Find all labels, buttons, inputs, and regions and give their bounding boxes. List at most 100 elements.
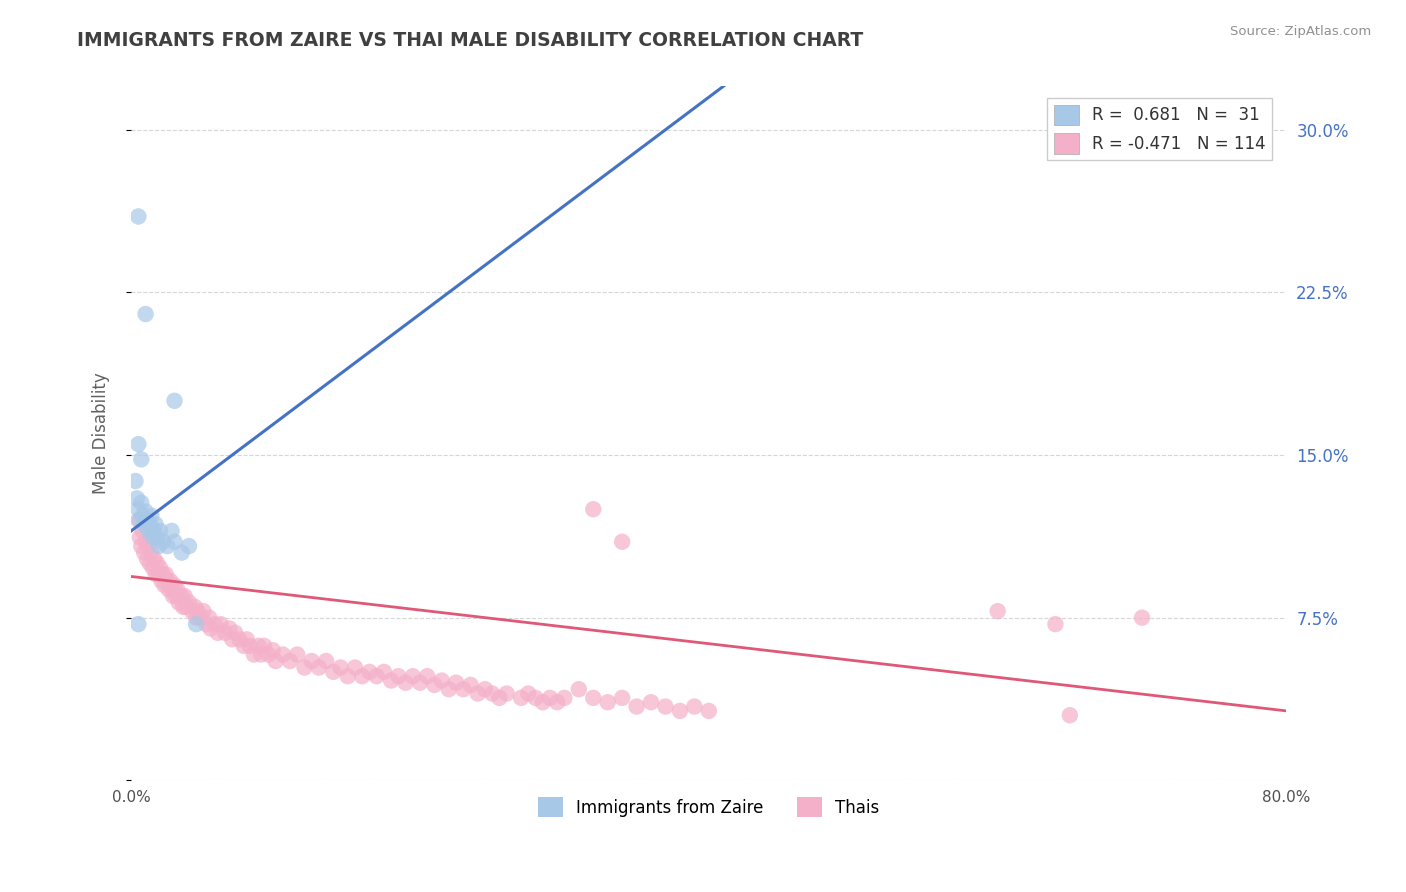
Point xyxy=(697,704,720,718)
Point xyxy=(294,660,316,674)
Point xyxy=(315,654,337,668)
Point xyxy=(474,682,496,697)
Point xyxy=(626,699,648,714)
Point xyxy=(153,578,176,592)
Point xyxy=(165,589,187,603)
Point xyxy=(510,690,533,705)
Point xyxy=(301,654,323,668)
Point xyxy=(402,669,425,683)
Point xyxy=(322,665,344,679)
Point xyxy=(257,648,280,662)
Point xyxy=(136,513,159,527)
Point xyxy=(180,604,202,618)
Point xyxy=(135,534,157,549)
Point xyxy=(352,669,374,683)
Point xyxy=(136,552,159,566)
Point xyxy=(155,567,177,582)
Point xyxy=(262,643,284,657)
Point xyxy=(204,617,226,632)
Point xyxy=(162,589,184,603)
Point xyxy=(416,669,439,683)
Point xyxy=(145,517,167,532)
Point xyxy=(394,675,416,690)
Point xyxy=(148,539,170,553)
Point xyxy=(214,625,236,640)
Legend: Immigrants from Zaire, Thais: Immigrants from Zaire, Thais xyxy=(531,790,886,824)
Point xyxy=(156,539,179,553)
Point xyxy=(129,496,152,510)
Point xyxy=(183,599,205,614)
Point xyxy=(167,595,190,609)
Point xyxy=(124,474,146,488)
Point xyxy=(409,675,432,690)
Point xyxy=(149,561,172,575)
Point xyxy=(612,690,634,705)
Point xyxy=(160,582,183,597)
Point xyxy=(186,617,208,632)
Point xyxy=(170,589,193,603)
Point xyxy=(129,539,152,553)
Point xyxy=(172,599,194,614)
Point xyxy=(343,660,366,674)
Point xyxy=(174,599,197,614)
Point xyxy=(538,690,561,705)
Point xyxy=(336,669,359,683)
Point xyxy=(209,617,232,632)
Point xyxy=(582,690,605,705)
Point xyxy=(1059,708,1081,723)
Point xyxy=(517,687,540,701)
Point xyxy=(146,557,169,571)
Point xyxy=(173,589,195,603)
Point xyxy=(524,690,547,705)
Point xyxy=(138,524,160,538)
Point xyxy=(156,574,179,588)
Point xyxy=(170,546,193,560)
Point xyxy=(430,673,453,688)
Point xyxy=(453,682,475,697)
Point xyxy=(166,582,188,597)
Point xyxy=(596,695,619,709)
Point xyxy=(193,604,215,618)
Point xyxy=(247,639,270,653)
Point xyxy=(150,574,173,588)
Point xyxy=(177,595,200,609)
Point xyxy=(207,625,229,640)
Point xyxy=(253,639,276,653)
Point xyxy=(146,530,169,544)
Point xyxy=(568,682,591,697)
Point xyxy=(132,508,155,523)
Point xyxy=(160,524,183,538)
Point xyxy=(224,625,246,640)
Point xyxy=(129,452,152,467)
Point xyxy=(546,695,568,709)
Point xyxy=(134,517,156,532)
Point xyxy=(152,567,174,582)
Point xyxy=(444,675,467,690)
Point xyxy=(582,502,605,516)
Point xyxy=(359,665,381,679)
Point xyxy=(135,307,157,321)
Point xyxy=(239,639,262,653)
Point xyxy=(186,610,208,624)
Point xyxy=(157,582,180,597)
Point xyxy=(1130,610,1153,624)
Point xyxy=(135,504,157,518)
Point xyxy=(152,534,174,549)
Point xyxy=(460,678,482,692)
Point xyxy=(142,530,165,544)
Point xyxy=(437,682,460,697)
Y-axis label: Male Disability: Male Disability xyxy=(93,373,110,494)
Point xyxy=(143,524,166,538)
Point xyxy=(139,517,162,532)
Point xyxy=(467,687,489,701)
Point xyxy=(264,654,287,668)
Point xyxy=(177,539,200,553)
Point xyxy=(640,695,662,709)
Point xyxy=(387,669,409,683)
Point xyxy=(235,632,257,647)
Point xyxy=(139,557,162,571)
Point xyxy=(553,690,575,705)
Point xyxy=(243,648,266,662)
Point xyxy=(308,660,330,674)
Text: IMMIGRANTS FROM ZAIRE VS THAI MALE DISABILITY CORRELATION CHART: IMMIGRANTS FROM ZAIRE VS THAI MALE DISAB… xyxy=(77,31,863,50)
